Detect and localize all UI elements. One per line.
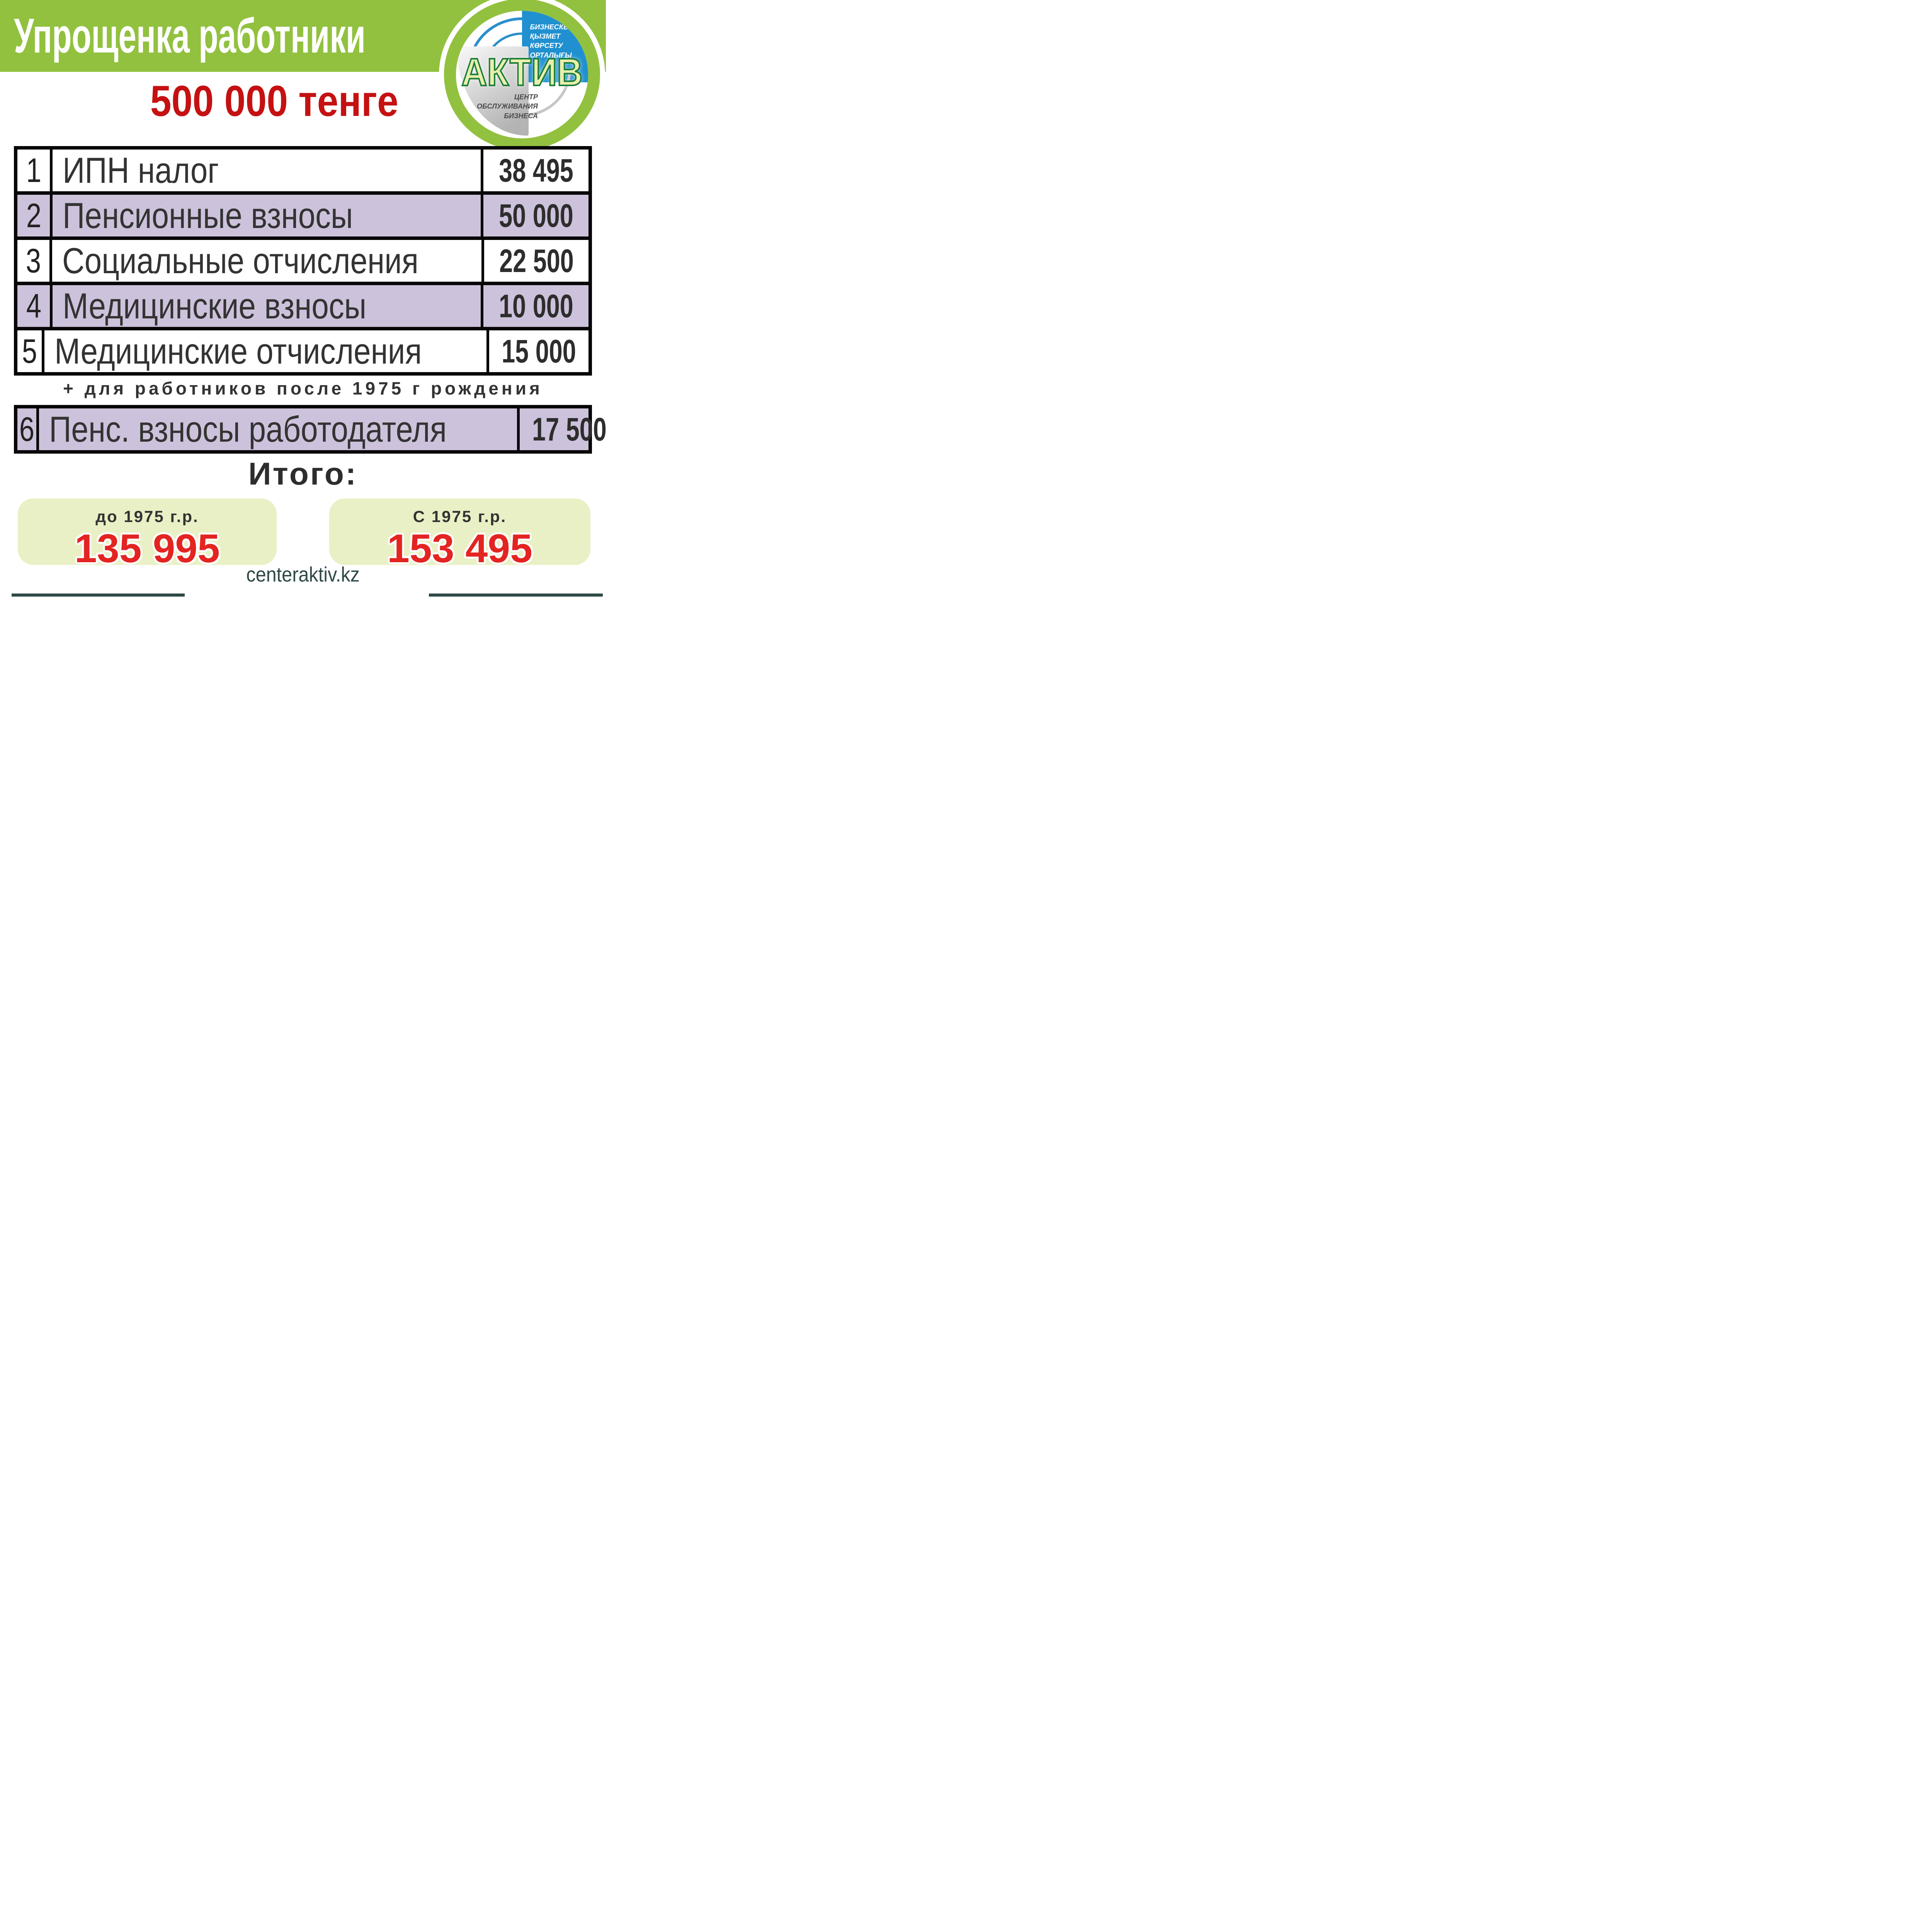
page-title: Упрощенка работники [14,9,366,63]
table-row: 3 Социальные отчисления 22 500 [17,236,588,282]
footer-site: centeraktiv.kz [0,564,606,585]
logo-blue-quadrant [522,11,588,82]
row-number: 4 [17,285,53,327]
extra-tax-table: 6 Пенс. взносы работодателя 17 500 [14,405,606,454]
logo-kz-line: КӨРСЕТУ [530,42,563,50]
infographic-poster: Упрощенка работники БИЗНЕСКЕ ҚЫЗМЕТ КӨРС… [0,0,606,606]
logo-ru-line: ЦЕНТР [514,93,538,101]
row-value: 15 000 [486,330,588,372]
row-number: 1 [17,150,53,191]
row-label: Пенсионные взносы [63,195,353,236]
aktiv-logo: БИЗНЕСКЕ ҚЫЗМЕТ КӨРСЕТУ ОРТАЛЫҒЫ АКТИВ Ц… [439,0,605,155]
row-number: 3 [17,240,53,282]
row-label: Медицинские отчисления [54,331,422,371]
footer-divider-left [12,594,185,597]
footer-site-text: centeraktiv.kz [246,563,360,586]
salary-amount-text: 500 000 тенге [150,77,399,125]
row-value: 10 000 [481,285,588,327]
row-number: 2 [17,195,53,236]
row-number: 6 [17,408,39,450]
total-box-label: С 1975 г.р. [413,507,507,526]
totals-heading: Итого: [248,456,358,492]
table-row: 6 Пенс. взносы работодателя 17 500 [17,408,606,450]
total-box-before-1975: до 1975 г.р. 135 995 [18,498,277,569]
logo-ru-line: ОБСЛУЖИВАНИЯ [476,102,538,111]
table-row: 1 ИПН налог 38 495 [17,150,588,191]
salary-amount-title: 500 000 тенге [0,80,549,123]
tax-table: 1 ИПН налог 38 495 2 Пенсионные взносы 5… [14,146,592,376]
row-label: Пенс. взносы работодателя [49,409,447,449]
logo-kz-line: ОРТАЛЫҒЫ [530,51,572,59]
total-box-from-1975: С 1975 г.р. 153 495 [329,498,590,569]
row-label: Медицинские взносы [63,286,367,326]
row-label: Социальные отчисления [62,240,419,281]
footer-divider-right [429,594,603,597]
row-value: 38 495 [481,150,588,191]
logo-kz-line: ҚЫЗМЕТ [530,32,561,40]
row-value: 17 500 [517,408,606,450]
total-amount: 135 995 [75,526,220,571]
note-after-1975: + для работников после 1975 г рождения [63,378,543,398]
logo-russian-text: ЦЕНТР ОБСЛУЖИВАНИЯ БИЗНЕСА [466,92,538,121]
total-box-label: до 1975 г.р. [95,507,199,526]
logo-kz-line: БИЗНЕСКЕ [530,23,568,31]
total-amount: 153 495 [387,526,532,571]
logo-kazakh-text: БИЗНЕСКЕ ҚЫЗМЕТ КӨРСЕТУ ОРТАЛЫҒЫ [530,22,572,60]
logo-brand-text: АКТИВ [461,50,583,94]
row-number: 5 [17,330,44,372]
row-label: ИПН налог [63,150,219,190]
table-row: 2 Пенсионные взносы 50 000 [17,191,588,236]
row-value: 50 000 [481,195,588,236]
row-value: 22 500 [481,240,588,282]
table-row: 4 Медицинские взносы 10 000 [17,282,588,327]
table-row: 5 Медицинские отчисления 15 000 [17,327,588,372]
logo-face: БИЗНЕСКЕ ҚЫЗМЕТ КӨРСЕТУ ОРТАЛЫҒЫ АКТИВ Ц… [456,11,588,138]
logo-ru-line: БИЗНЕСА [504,112,538,120]
